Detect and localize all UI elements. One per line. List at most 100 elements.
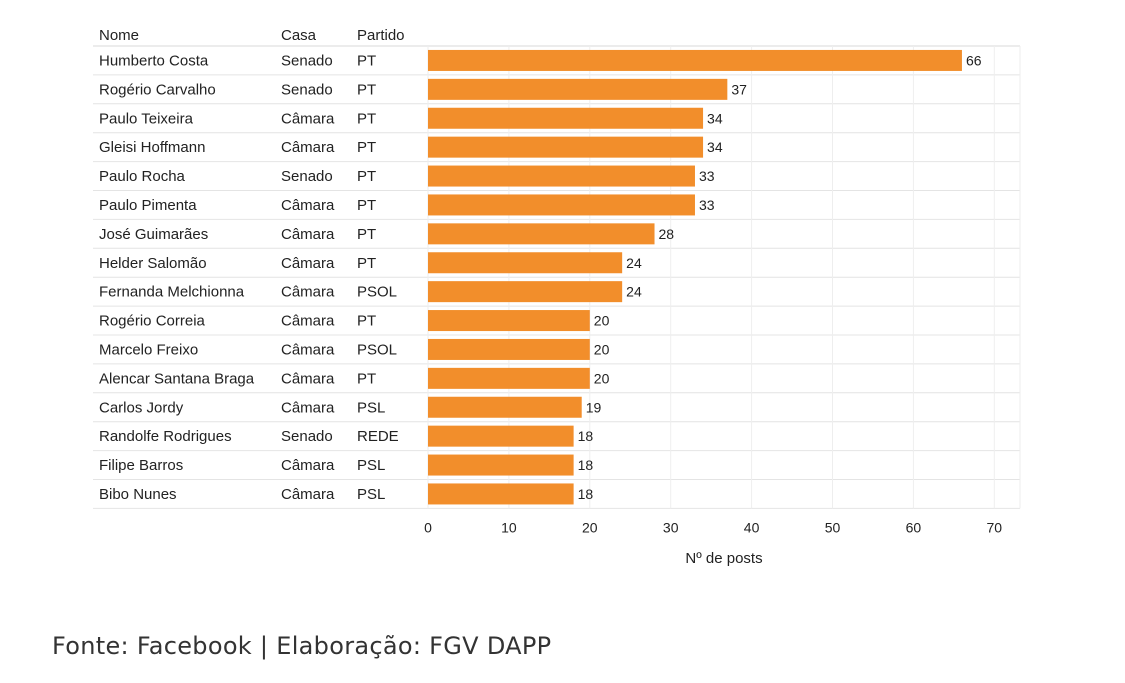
row-partido: PSOL — [357, 341, 397, 358]
bar — [428, 194, 695, 216]
row-casa: Senado — [281, 52, 333, 69]
table-header: Nome Casa Partido — [99, 27, 405, 44]
x-tick-label: 20 — [582, 519, 598, 535]
row-casa: Senado — [281, 81, 333, 98]
row-partido: PT — [357, 168, 376, 185]
bar — [428, 396, 582, 418]
row-nome: Filipe Barros — [99, 457, 183, 474]
row-nome: Paulo Rocha — [99, 168, 186, 185]
table-row: Carlos Jordy Câmara PSL — [99, 399, 385, 416]
row-partido: PT — [357, 255, 376, 272]
row-partido: PSL — [357, 457, 385, 474]
table-row: Bibo Nunes Câmara PSL — [99, 486, 385, 503]
row-nome: José Guimarães — [99, 226, 208, 243]
row-partido: PSL — [357, 486, 385, 503]
bar-value-label: 18 — [578, 486, 594, 502]
bar-value-label: 37 — [731, 81, 747, 97]
row-nome: Carlos Jordy — [99, 399, 184, 416]
row-nome: Alencar Santana Braga — [99, 370, 255, 387]
bar-chart: Nome Casa Partido Humberto Costa Senado PT… — [93, 27, 1021, 567]
row-nome: Humberto Costa — [99, 52, 209, 69]
bar — [428, 223, 655, 245]
grid-lines — [93, 45, 1021, 509]
row-nome: Gleisi Hoffmann — [99, 139, 205, 156]
bar — [428, 107, 704, 129]
bars: 66 37 34 34 33 33 28 24 24 20 20 20 19 18 18 18 — [428, 49, 982, 505]
bar-value-label: 20 — [594, 370, 610, 386]
x-tick-label: 0 — [424, 519, 432, 535]
row-nome: Rogério Carvalho — [99, 81, 216, 98]
bar-value-label: 20 — [594, 341, 610, 357]
bar-value-label: 33 — [699, 197, 715, 213]
row-casa: Câmara — [281, 197, 335, 214]
row-casa: Câmara — [281, 457, 335, 474]
bar — [428, 136, 704, 158]
row-partido: PT — [357, 81, 376, 98]
row-casa: Câmara — [281, 226, 335, 243]
bar — [428, 310, 590, 332]
bar — [428, 454, 574, 476]
bar-value-label: 18 — [578, 428, 594, 444]
bar-value-label: 18 — [578, 457, 594, 473]
row-nome: Fernanda Melchionna — [99, 284, 245, 301]
row-casa: Câmara — [281, 341, 335, 358]
row-casa: Câmara — [281, 110, 335, 127]
row-partido: PT — [357, 226, 376, 243]
row-partido: REDE — [357, 428, 399, 445]
table-row: Paulo Teixeira Câmara PT — [99, 110, 376, 127]
table-row: Filipe Barros Câmara PSL — [99, 457, 385, 474]
header-partido: Partido — [357, 27, 405, 44]
row-partido: PT — [357, 313, 376, 330]
header-nome: Nome — [99, 27, 139, 44]
bar-value-label: 24 — [626, 284, 642, 300]
row-partido: PT — [357, 139, 376, 156]
x-tick-label: 30 — [663, 519, 679, 535]
bar-value-label: 33 — [699, 168, 715, 184]
row-partido: PT — [357, 370, 376, 387]
x-axis: 0 10 20 30 40 50 60 70 — [424, 519, 1002, 535]
table-row: Alencar Santana Braga Câmara PT — [99, 370, 376, 387]
bar-value-label: 28 — [659, 226, 675, 242]
table-row: Rogério Correia Câmara PT — [99, 313, 376, 330]
table-rows: Humberto Costa Senado PT Rogério Carvalho Se… — [99, 52, 399, 503]
row-nome: Paulo Pimenta — [99, 197, 197, 214]
row-partido: PT — [357, 110, 376, 127]
table-row: Fernanda Melchionna Câmara PSOL — [99, 284, 397, 301]
row-partido: PSL — [357, 399, 385, 416]
bar — [428, 425, 574, 447]
row-casa: Câmara — [281, 139, 335, 156]
row-nome: Paulo Teixeira — [99, 110, 194, 127]
table-row: Randolfe Rodrigues Senado REDE — [99, 428, 399, 445]
x-axis-title: Nº de posts — [685, 550, 762, 567]
table-row: José Guimarães Câmara PT — [99, 226, 376, 243]
x-tick-label: 60 — [906, 519, 922, 535]
x-tick-label: 50 — [825, 519, 841, 535]
row-nome: Marcelo Freixo — [99, 341, 198, 358]
table-row: Paulo Pimenta Câmara PT — [99, 197, 376, 214]
x-tick-label: 40 — [744, 519, 760, 535]
bar-value-label: 24 — [626, 255, 642, 271]
row-nome: Helder Salomão — [99, 255, 207, 272]
bar-value-label: 66 — [966, 52, 982, 68]
row-partido: PT — [357, 52, 376, 69]
bar — [428, 281, 623, 303]
row-nome: Rogério Correia — [99, 313, 206, 330]
row-casa: Câmara — [281, 284, 335, 301]
source-note: Fonte: Facebook | Elaboração: FGV DAPP — [52, 632, 552, 660]
bar — [428, 49, 962, 71]
bar — [428, 78, 728, 100]
row-nome: Bibo Nunes — [99, 486, 177, 503]
header-casa: Casa — [281, 27, 317, 44]
x-tick-label: 70 — [987, 519, 1003, 535]
table-row: Marcelo Freixo Câmara PSOL — [99, 341, 397, 358]
row-casa: Câmara — [281, 255, 335, 272]
row-casa: Câmara — [281, 486, 335, 503]
row-casa: Senado — [281, 168, 333, 185]
row-partido: PT — [357, 197, 376, 214]
bar — [428, 338, 590, 360]
row-casa: Câmara — [281, 370, 335, 387]
bar — [428, 367, 590, 389]
bar-value-label: 19 — [586, 399, 602, 415]
row-partido: PSOL — [357, 284, 397, 301]
table-row: Paulo Rocha Senado PT — [99, 168, 376, 185]
